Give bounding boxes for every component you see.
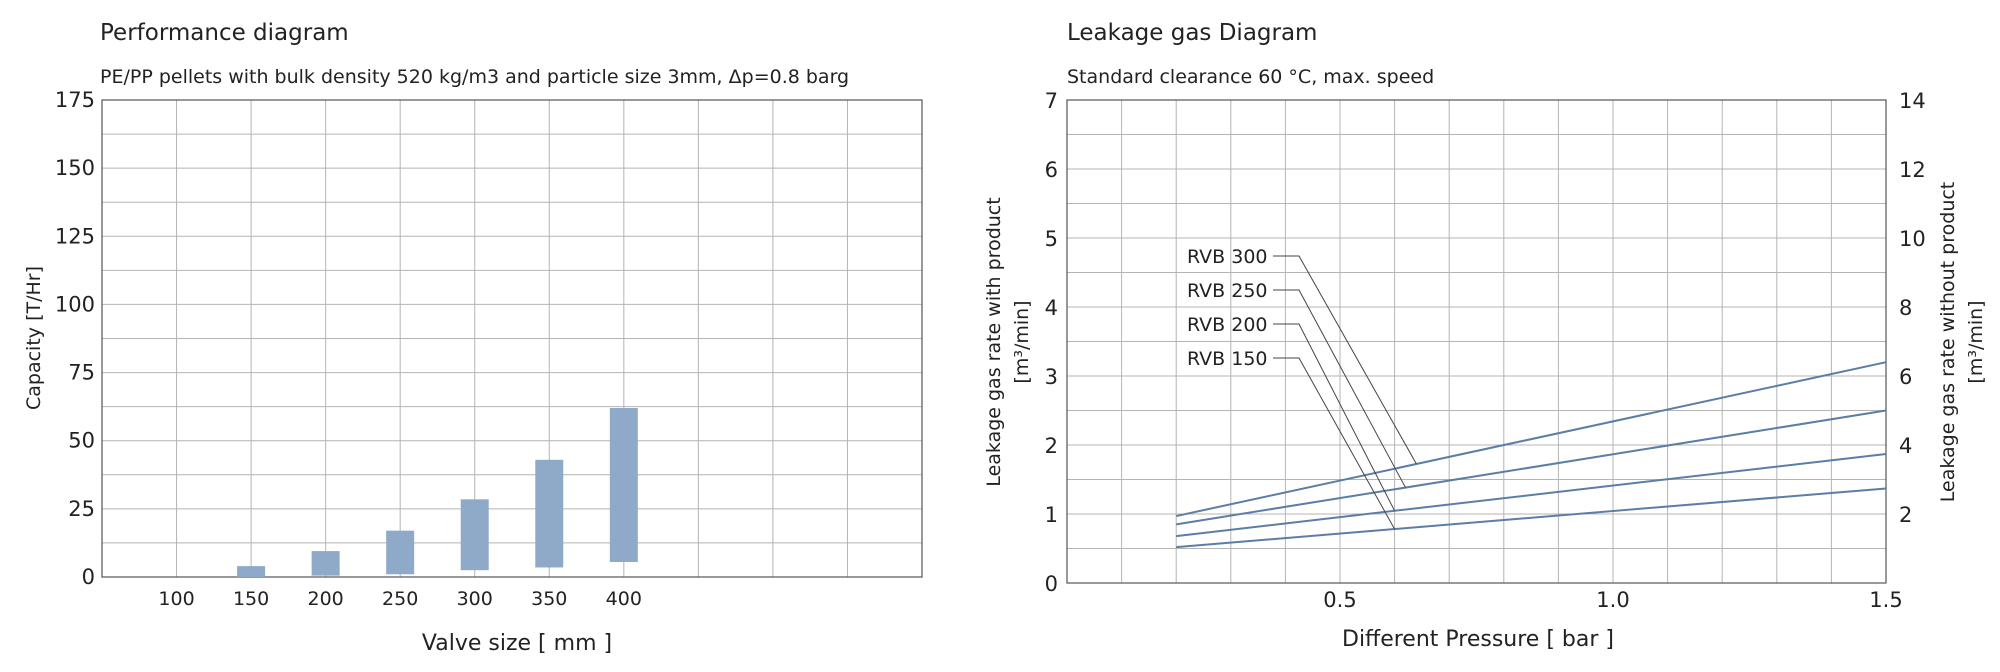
performance-title: Performance diagram — [100, 20, 349, 46]
performance-bar-350 — [535, 459, 564, 568]
performance-y-tick-label: 0 — [82, 565, 95, 589]
leakage-left-y-ticks: 0 1 2 3 4 5 6 7 — [1045, 89, 1058, 596]
leakage-subtitle: Standard clearance 60 °C, max. speed — [1067, 66, 1434, 88]
leakage-x-tick-label: 1.0 — [1596, 588, 1629, 612]
performance-bar-300 — [460, 499, 489, 571]
leakage-line-rvb-250 — [1176, 409, 1887, 526]
leakage-series-leader-line — [1273, 255, 1417, 465]
leakage-series-leader-line — [1273, 357, 1396, 530]
leakage-right-y-label-line1: Leakage gas rate without product — [1937, 182, 1959, 503]
performance-x-ticks: 100 150 200 250 300 350 400 — [158, 588, 642, 610]
performance-y-tick-label: 100 — [55, 292, 95, 316]
performance-subtitle: PE/PP pellets with bulk density 520 kg/m… — [100, 66, 849, 88]
leakage-plot-frame — [1066, 99, 1887, 584]
performance-y-ticks: 0 25 50 75 100 125 150 175 — [55, 88, 95, 589]
performance-bar-400 — [609, 408, 638, 563]
leakage-grid — [1067, 100, 1886, 583]
leakage-series-lines — [1175, 361, 1887, 549]
leakage-series-labels: RVB 300 RVB 250 RVB 200 RVB 150 — [1187, 246, 1417, 530]
performance-y-tick-label: 25 — [68, 497, 95, 521]
leakage-left-y-tick-label: 7 — [1045, 89, 1058, 113]
leakage-left-y-tick-label: 0 — [1045, 572, 1058, 596]
performance-y-tick-label: 125 — [55, 224, 95, 248]
leakage-right-y-tick-label: 2 — [1899, 503, 1912, 527]
performance-y-tick-label: 175 — [55, 88, 95, 112]
leakage-left-y-label: Leakage gas rate with product [m³/min] — [983, 197, 1033, 486]
performance-chart: Performance diagram PE/PP pellets with b… — [23, 20, 923, 656]
leakage-right-y-ticks: 2 4 6 8 10 12 14 — [1899, 89, 1926, 527]
leakage-series-leader-line — [1273, 289, 1406, 488]
leakage-left-y-label-line1: Leakage gas rate with product — [983, 197, 1005, 486]
leakage-title: Leakage gas Diagram — [1067, 20, 1317, 46]
leakage-left-y-tick-label: 2 — [1045, 434, 1058, 458]
leakage-left-y-tick-label: 4 — [1045, 296, 1058, 320]
leakage-series-label: RVB 150 — [1187, 348, 1268, 370]
leakage-line-rvb-200 — [1176, 452, 1887, 538]
leakage-right-y-tick-label: 12 — [1899, 158, 1926, 182]
performance-y-tick-label: 50 — [68, 429, 95, 453]
leakage-x-tick-label: 1.5 — [1869, 588, 1902, 612]
performance-x-tick-label: 400 — [606, 588, 642, 610]
leakage-series-leader-line — [1273, 323, 1396, 512]
leakage-left-y-tick-label: 5 — [1045, 227, 1058, 251]
leakage-series-label: RVB 250 — [1187, 280, 1268, 302]
leakage-x-label: Different Pressure [ bar ] — [1342, 627, 1614, 652]
performance-bar-150 — [237, 566, 266, 577]
leakage-x-tick-label: 0.5 — [1323, 588, 1356, 612]
leakage-left-y-label-line2: [m³/min] — [1011, 300, 1033, 383]
performance-x-label: Valve size [ mm ] — [422, 631, 612, 656]
performance-x-tick-label: 200 — [308, 588, 344, 610]
performance-x-tick-label: 300 — [457, 588, 493, 610]
performance-bar-200 — [311, 551, 340, 576]
leakage-line-rvb-300 — [1175, 361, 1887, 518]
performance-y-tick-label: 75 — [68, 361, 95, 385]
leakage-series-label: RVB 200 — [1187, 314, 1268, 336]
leakage-line-rvb-150 — [1176, 487, 1887, 549]
leakage-right-y-tick-label: 10 — [1899, 227, 1926, 251]
performance-bars — [237, 408, 638, 577]
performance-x-tick-label: 100 — [158, 588, 194, 610]
performance-plot-frame — [101, 99, 923, 578]
performance-x-tick-label: 150 — [233, 588, 269, 610]
leakage-right-y-tick-label: 4 — [1899, 434, 1912, 458]
leakage-left-y-tick-label: 6 — [1045, 158, 1058, 182]
leakage-right-y-label: Leakage gas rate without product [m³/min… — [1937, 182, 1987, 503]
leakage-right-y-label-line2: [m³/min] — [1965, 300, 1987, 383]
leakage-series-label: RVB 300 — [1187, 246, 1268, 268]
leakage-right-y-tick-label: 6 — [1899, 365, 1912, 389]
leakage-right-y-tick-label: 8 — [1899, 296, 1912, 320]
leakage-chart: Leakage gas Diagram Standard clearance 6… — [983, 20, 1987, 652]
performance-grid — [102, 100, 922, 577]
leakage-x-ticks: 0.5 1.0 1.5 — [1323, 588, 1902, 612]
leakage-left-y-tick-label: 1 — [1045, 503, 1058, 527]
leakage-right-y-tick-label: 14 — [1899, 89, 1926, 113]
performance-y-tick-label: 150 — [55, 156, 95, 180]
leakage-left-y-tick-label: 3 — [1045, 365, 1058, 389]
performance-x-tick-label: 250 — [382, 588, 418, 610]
performance-x-tick-label: 350 — [531, 588, 567, 610]
performance-bar-250 — [386, 530, 415, 575]
performance-y-label: Capacity [T/Hr] — [23, 266, 45, 410]
